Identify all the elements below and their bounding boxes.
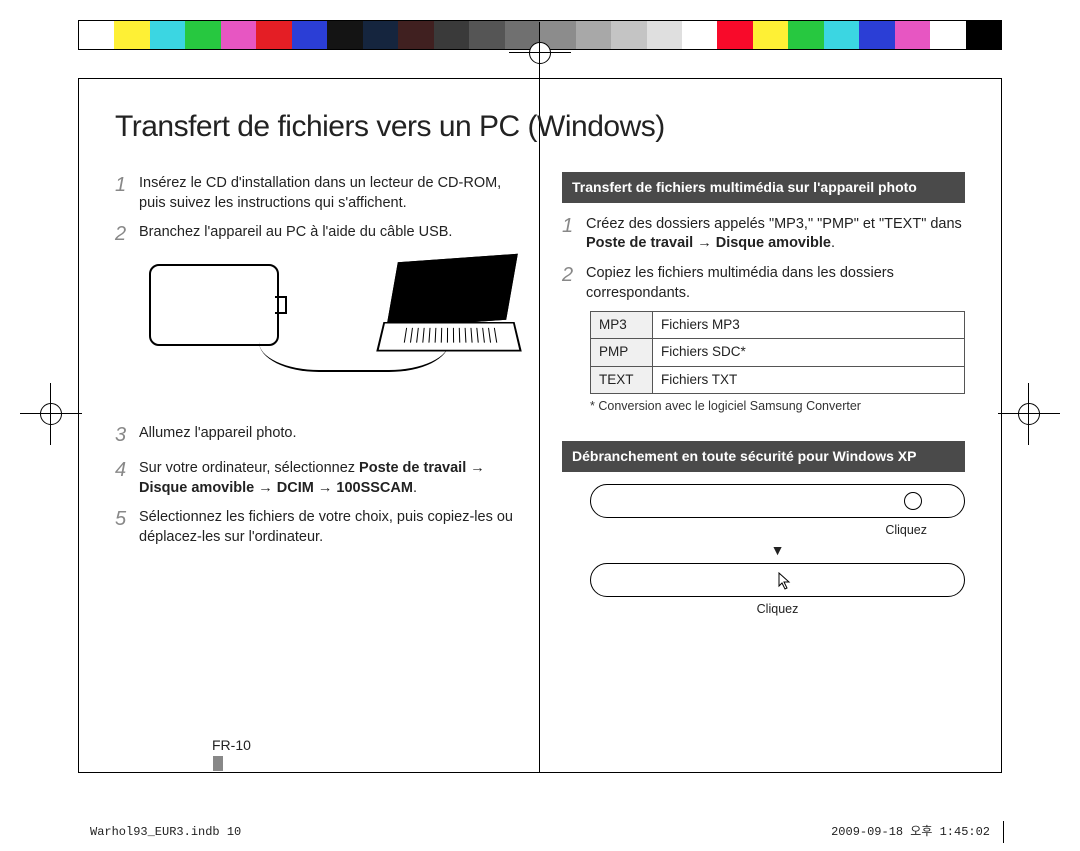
step-2: 2 Branchez l'appareil au PC à l'aide du … [115, 221, 518, 248]
table-row: MP3Fichiers MP3 [591, 312, 965, 339]
step-text-post: . [413, 480, 417, 496]
step-text: Insérez le CD d'installation dans un lec… [139, 172, 518, 213]
left-column: 1 Insérez le CD d'installation dans un l… [115, 172, 518, 618]
footer-filename: Warhol93_EUR3.indb 10 [90, 825, 241, 839]
step-number: 4 [115, 457, 139, 498]
table-cell: Fichiers TXT [653, 366, 965, 393]
step-text: Créez des dossiers appelés "MP3," "PMP" … [586, 213, 965, 254]
taskbar-1 [590, 484, 965, 518]
step-3: 3 Allumez l'appareil photo. [115, 422, 518, 449]
step-number: 1 [115, 172, 139, 213]
section-header-disconnect: Débranchement en toute sécurité pour Win… [562, 441, 965, 472]
step-r1: 1 Créez des dossiers appelés "MP3," "PMP… [562, 213, 965, 254]
step-text: Branchez l'appareil au PC à l'aide du câ… [139, 221, 452, 248]
click-label: Cliquez [590, 601, 965, 618]
step-text-pre: Créez des dossiers appelés "MP3," "PMP" … [586, 216, 962, 232]
right-column: Transfert de fichiers multimédia sur l'a… [562, 172, 965, 618]
step-text-pre: Sur votre ordinateur, sélectionnez [139, 460, 359, 476]
step-text: Sélectionnez les fichiers de votre choix… [139, 506, 518, 547]
table-row: TEXTFichiers TXT [591, 366, 965, 393]
cursor-icon [778, 572, 790, 588]
page-number: FR-10 [212, 737, 251, 753]
taskbar-illustration: Cliquez ▼ Cliquez [590, 484, 965, 619]
table-cell: MP3 [591, 312, 653, 339]
section-header-multimedia: Transfert de fichiers multimédia sur l'a… [562, 172, 965, 203]
registration-mark-icon [40, 403, 62, 425]
table-row: PMPFichiers SDC* [591, 339, 965, 366]
footer-timestamp: 2009-09-18 오후 1:45:02 [831, 822, 990, 839]
registration-mark-icon [529, 42, 551, 64]
taskbar-2 [590, 563, 965, 597]
arrow-down-icon: ▼ [590, 541, 965, 560]
step-text: Allumez l'appareil photo. [139, 422, 297, 449]
step-4: 4 Sur votre ordinateur, sélectionnez Pos… [115, 457, 518, 498]
table-cell: Fichiers MP3 [653, 312, 965, 339]
tray-remove-icon [904, 492, 922, 510]
filetype-table: MP3Fichiers MP3 PMPFichiers SDC* TEXTFic… [590, 311, 965, 394]
step-text-bold: Poste de travail → Disque amovible [586, 235, 831, 251]
click-label: Cliquez [590, 522, 965, 539]
step-1: 1 Insérez le CD d'installation dans un l… [115, 172, 518, 213]
table-cell: PMP [591, 339, 653, 366]
step-text-post: . [831, 235, 835, 251]
table-cell: TEXT [591, 366, 653, 393]
table-footnote: * Conversion avec le logiciel Samsung Co… [590, 398, 965, 415]
step-number: 1 [562, 213, 586, 254]
step-number: 2 [115, 221, 139, 248]
page-content: Transfert de fichiers vers un PC (Window… [115, 110, 965, 756]
step-text: Copiez les fichiers multimédia dans les … [586, 262, 965, 303]
table-cell: Fichiers SDC* [653, 339, 965, 366]
step-number: 5 [115, 506, 139, 547]
step-r2: 2 Copiez les fichiers multimédia dans le… [562, 262, 965, 303]
page-title: Transfert de fichiers vers un PC (Window… [115, 110, 965, 144]
camera-pc-illustration [139, 258, 518, 408]
step-number: 3 [115, 422, 139, 449]
step-number: 2 [562, 262, 586, 303]
registration-mark-icon [1018, 403, 1040, 425]
step-5: 5 Sélectionnez les fichiers de votre cho… [115, 506, 518, 547]
laptop-icon [378, 258, 518, 354]
page-number-bar [213, 756, 223, 771]
step-text: Sur votre ordinateur, sélectionnez Poste… [139, 457, 518, 498]
